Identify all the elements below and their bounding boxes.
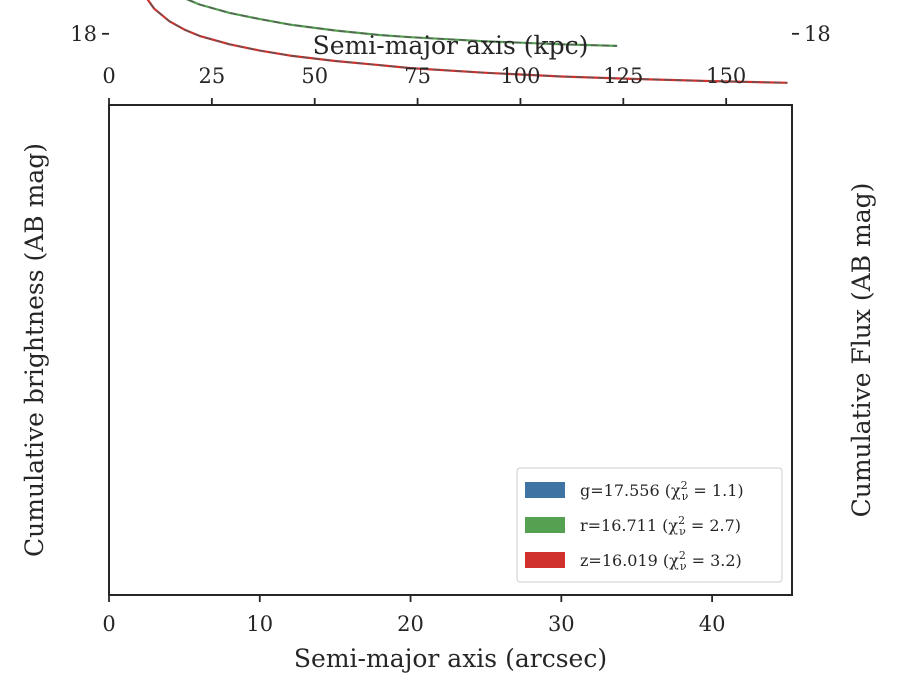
x-top-tick-label: 100: [500, 64, 540, 88]
y-axis-label: Cumulative brightness (AB mag): [20, 143, 49, 557]
series-line-z: [146, 0, 788, 84]
legend-swatch-r: [525, 517, 565, 533]
legend-swatch-z: [525, 552, 565, 568]
x-tick-label: 10: [246, 612, 273, 636]
x-top-tick-label: 0: [102, 64, 115, 88]
legend-swatch-g: [525, 482, 565, 498]
x-top-tick-label: 125: [603, 64, 643, 88]
y-tick-label: 18: [70, 22, 97, 46]
x-top-tick-label: 50: [301, 64, 328, 88]
x-axis-top-label: Semi-major axis (kpc): [313, 31, 589, 60]
series-curves: [146, 0, 788, 84]
legend-label-g: g=17.556 (χ2 ν = 1.1): [580, 479, 744, 503]
x-tick-label: 20: [397, 612, 424, 636]
x-axis-label: Semi-major axis (arcsec): [294, 644, 607, 673]
x-tick-label: 30: [548, 612, 575, 636]
legend-label-r: r=16.711 (χ2 ν = 2.7): [580, 514, 741, 538]
x-top-tick-label: 25: [198, 64, 225, 88]
axis-ticks: 0102030400255075100125150181820202222242…: [70, 22, 831, 636]
legend: g=17.556 (χ2 ν = 1.1) r=16.711 (χ2 ν = 2.7)…: [516, 467, 783, 583]
y-axis-right-label: Cumulative Flux (AB mag): [847, 183, 876, 518]
legend-box: [516, 467, 783, 583]
x-top-tick-label: 75: [404, 64, 431, 88]
y-right-tick-label: 18: [804, 22, 831, 46]
plot-frame: [108, 104, 793, 596]
x-tick-label: 0: [102, 612, 115, 636]
series-fit-line-r: [186, 0, 618, 47]
x-top-tick-label: 150: [706, 64, 746, 88]
x-tick-label: 40: [699, 612, 726, 636]
legend-label-z: z=16.019 (χ2 ν = 3.2): [580, 549, 742, 573]
